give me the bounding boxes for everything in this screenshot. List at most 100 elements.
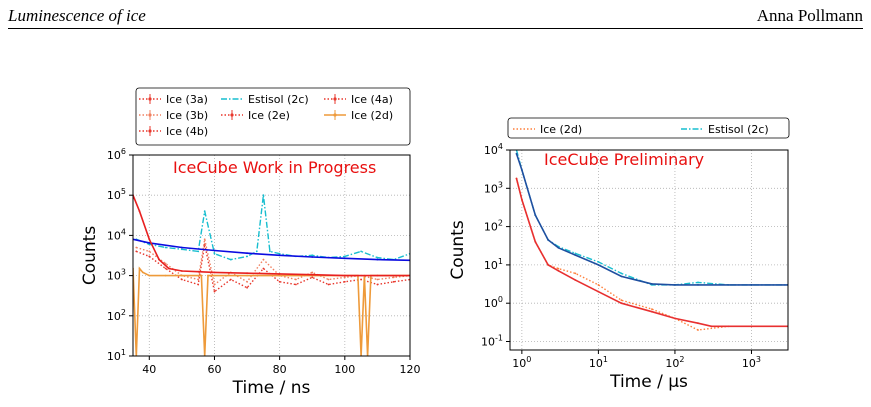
data-point xyxy=(534,240,537,243)
data-point xyxy=(392,276,395,279)
data-point xyxy=(229,258,232,261)
data-point xyxy=(651,310,653,313)
data-point xyxy=(246,255,249,258)
data-point xyxy=(697,329,699,331)
data-point xyxy=(311,271,314,274)
data-point xyxy=(246,272,249,275)
series-line-5 xyxy=(133,238,410,262)
legend-marker xyxy=(230,113,234,117)
y-tick-label: 105 xyxy=(107,187,126,202)
data-point xyxy=(197,283,200,286)
data-point xyxy=(557,267,560,270)
data-point xyxy=(203,238,206,241)
data-point xyxy=(311,273,314,276)
y-tick-label: 100 xyxy=(484,295,503,310)
legend-label: Ice (2e) xyxy=(248,109,290,122)
data-point xyxy=(327,283,330,286)
y-tick-label: 102 xyxy=(484,219,503,234)
data-point xyxy=(360,250,362,253)
data-point xyxy=(213,290,216,293)
data-point xyxy=(557,246,560,249)
y-tick-label: 103 xyxy=(107,268,126,283)
legend: Ice (2d) Estisol (2c) xyxy=(507,117,790,139)
data-point xyxy=(651,308,653,310)
data-point xyxy=(620,299,623,302)
data-point xyxy=(269,250,271,253)
data-point xyxy=(710,325,713,328)
data-point xyxy=(376,278,379,281)
chart-1: 40 60 80 100 120 101 102 103 104 105 106 IceCube Wo… xyxy=(80,87,421,398)
data-point xyxy=(181,248,183,251)
data-point xyxy=(311,276,314,279)
x-tick-label: 120 xyxy=(400,363,421,376)
data-point xyxy=(213,274,216,277)
data-point xyxy=(148,242,151,244)
data-point xyxy=(343,276,346,279)
legend-marker xyxy=(333,97,337,101)
legend-marker xyxy=(333,113,337,117)
legend-label: Ice (4a) xyxy=(351,93,393,106)
y-tick-label: 104 xyxy=(484,142,503,157)
data-point xyxy=(515,177,518,180)
data-point xyxy=(148,243,151,246)
y-tick-label: 101 xyxy=(484,257,503,272)
data-point xyxy=(278,280,281,283)
data-point xyxy=(262,267,265,270)
data-point xyxy=(311,256,314,258)
data-point xyxy=(213,283,216,286)
data-point xyxy=(246,252,249,255)
data-point xyxy=(674,284,676,286)
data-point xyxy=(597,290,600,293)
x-tick-label: 80 xyxy=(273,363,287,376)
y-tick-label: 106 xyxy=(107,147,126,162)
chart-annotation: IceCube Preliminary xyxy=(544,150,704,169)
data-point xyxy=(148,238,151,241)
data-point xyxy=(135,250,138,253)
data-point xyxy=(278,274,281,277)
data-point xyxy=(167,267,170,270)
y-axis-label: Counts xyxy=(448,220,468,279)
legend-label: Ice (3b) xyxy=(166,109,208,122)
data-point xyxy=(311,254,314,257)
page-header: Luminescence of ice Anna Pollmann xyxy=(8,4,863,29)
legend-label: Ice (2d) xyxy=(351,109,393,122)
data-point xyxy=(197,250,200,253)
data-point xyxy=(197,278,200,281)
data-point xyxy=(515,152,518,155)
series-line-1 xyxy=(515,178,788,331)
data-point xyxy=(651,283,653,285)
chart-annotation: IceCube Work in Progress xyxy=(173,158,376,177)
data-point xyxy=(376,256,379,259)
data-point xyxy=(574,254,577,256)
data-point xyxy=(750,284,753,286)
chart-2: 100 101 102 103 10-1 100 101 102 103 104 IceCube P… xyxy=(448,117,790,392)
series-line-4 xyxy=(515,178,788,328)
series-line-2 xyxy=(136,244,410,293)
data-point xyxy=(181,278,183,281)
data-point xyxy=(181,274,183,277)
data-point xyxy=(164,246,167,249)
data-point xyxy=(343,274,346,277)
data-point xyxy=(278,252,281,255)
series-line-6 xyxy=(133,194,410,277)
data-point xyxy=(574,279,577,281)
data-point xyxy=(229,278,232,281)
series-line-1 xyxy=(136,195,410,261)
data-point xyxy=(138,210,141,213)
x-tick-label: 101 xyxy=(589,355,608,370)
legend-marker xyxy=(148,97,152,101)
legend-frame xyxy=(135,87,411,146)
data-point xyxy=(295,278,297,281)
data-point xyxy=(138,267,141,270)
x-axis-label: Time / µs xyxy=(609,372,688,392)
data-point xyxy=(295,283,297,286)
data-point xyxy=(697,281,699,284)
data-point xyxy=(343,280,346,283)
data-point xyxy=(213,271,216,274)
data-point xyxy=(597,264,600,266)
data-point xyxy=(574,252,577,255)
x-tick-label: 103 xyxy=(742,355,761,370)
data-point xyxy=(547,264,549,266)
data-point xyxy=(148,255,151,258)
